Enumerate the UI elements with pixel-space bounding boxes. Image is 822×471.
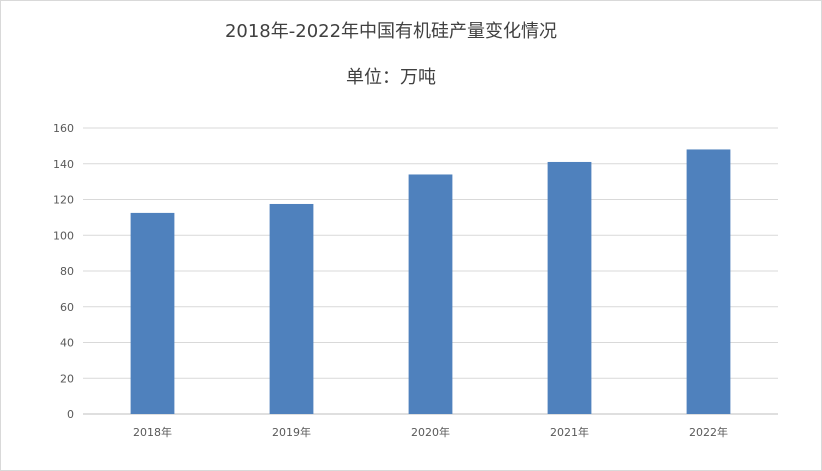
x-tick-label: 2021年 [550, 425, 589, 439]
y-tick-label: 40 [60, 337, 74, 350]
chart-subtitle: 单位：万吨 [346, 67, 436, 88]
x-tick-label: 2019年 [272, 425, 311, 439]
y-tick-label: 160 [53, 122, 74, 135]
bar-2 [269, 203, 314, 414]
x-tick-label: 2018年 [133, 425, 172, 439]
chart-title: 2018年-2022年中国有机硅产量变化情况 [224, 21, 558, 42]
y-tick-label: 80 [60, 265, 74, 278]
bar-5 [686, 149, 731, 414]
x-tick-label: 2022年 [689, 425, 728, 439]
y-tick-label: 20 [60, 372, 74, 385]
y-tick-label: 60 [60, 301, 74, 314]
y-tick-label: 100 [53, 229, 74, 242]
bar-3 [408, 174, 453, 414]
y-tick-label: 140 [53, 158, 74, 171]
x-tick-label: 2020年 [411, 425, 450, 439]
bar-4 [547, 161, 592, 414]
y-tick-label: 120 [53, 194, 74, 207]
bar-1 [130, 212, 175, 414]
y-tick-label: 0 [67, 408, 74, 421]
